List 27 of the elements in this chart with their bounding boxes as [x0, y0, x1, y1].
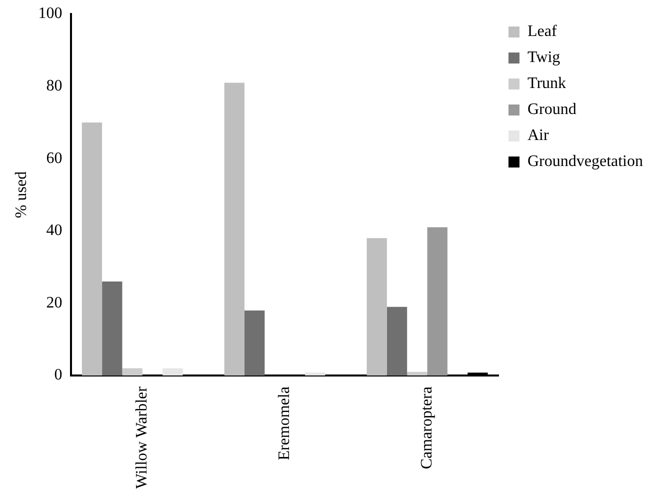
- bar: [82, 122, 102, 376]
- x-tick-label: Willow Warbler: [134, 386, 151, 489]
- y-tick-label: 0: [54, 366, 62, 384]
- y-tick-label: 20: [46, 294, 62, 312]
- y-tick-label: 60: [46, 150, 62, 167]
- bar: [162, 368, 183, 376]
- y-tick-label: 100: [38, 5, 62, 22]
- bar: [407, 372, 428, 376]
- bar: [244, 310, 265, 376]
- y-tick-label: 40: [46, 222, 62, 240]
- legend-label: Twig: [527, 49, 560, 66]
- legend-label: Ground: [527, 101, 576, 118]
- legend-label: Groundvegetation: [527, 153, 644, 170]
- legend-label: Trunk: [527, 75, 566, 92]
- legend-label: Leaf: [527, 23, 558, 40]
- x-tick-label: Camaroptera: [418, 386, 436, 470]
- bar: [386, 306, 408, 376]
- x-tick-label: Eremomela: [276, 386, 294, 460]
- bar: [305, 372, 326, 376]
- bar: [102, 282, 122, 376]
- bar: [366, 238, 387, 376]
- bar: [224, 82, 244, 376]
- bar: [122, 368, 142, 376]
- legend-label: Air: [527, 127, 550, 144]
- bar: [427, 227, 448, 376]
- y-axis-title: % used: [12, 171, 30, 218]
- y-tick-label: 80: [46, 78, 62, 95]
